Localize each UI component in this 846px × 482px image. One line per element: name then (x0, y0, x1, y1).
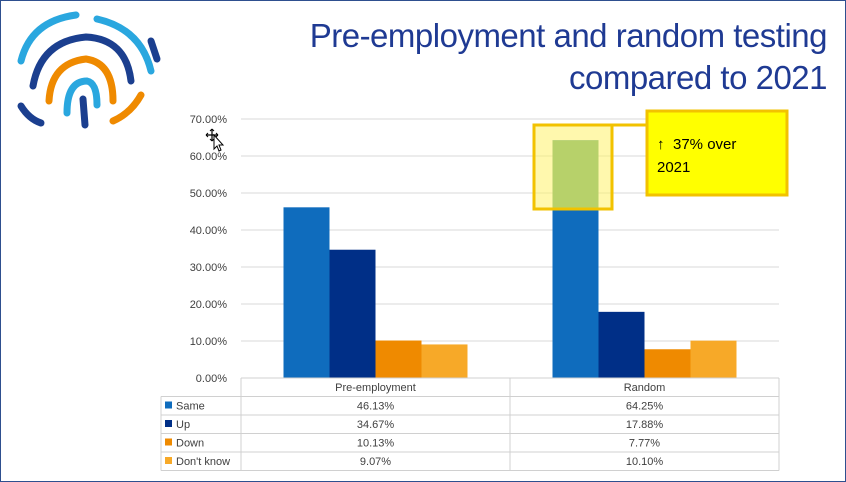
callout-line-2: 2021 (657, 159, 690, 176)
legend-key (165, 420, 172, 427)
bar-up-pre-employment (329, 249, 376, 378)
y-tick-label: 50.00% (190, 188, 228, 200)
logo-arc (17, 11, 80, 65)
logo-arc (147, 37, 161, 63)
y-tick-label: 40.00% (190, 225, 228, 237)
bar-down-random (644, 349, 691, 378)
bar-up-random (598, 311, 645, 378)
y-tick-label: 70.00% (190, 114, 228, 126)
legend-key (165, 401, 172, 409)
logo-arc (109, 91, 145, 125)
table-value: 10.13% (357, 438, 395, 450)
legend-label: Down (176, 438, 204, 450)
logo-arc (93, 15, 155, 75)
y-tick-label: 60.00% (190, 151, 228, 163)
table-value: 9.07% (360, 456, 391, 468)
data-table: Pre-employment Random Same 46.13% 64.25% Up 34… (160, 377, 780, 471)
title-line-1: Pre-employment and random testing (309, 17, 828, 54)
callout-line-1: 37% over (673, 136, 736, 153)
bar-same-pre-employment (283, 207, 330, 378)
logo-arc (45, 55, 117, 105)
logo-arc (63, 77, 101, 117)
table-value: 7.77% (629, 438, 660, 450)
bar-don-t-know-random (690, 340, 737, 378)
title-line-2: compared to 2021 (568, 59, 828, 96)
category-label: Pre-employment (335, 382, 416, 394)
slide-title: Pre-employment and random testing compar… (267, 15, 828, 99)
table-value: 34.67% (357, 419, 395, 431)
category-label: Random (624, 382, 666, 394)
legend-label: Up (176, 419, 190, 431)
logo-arc (17, 102, 45, 127)
legend-label: Same (176, 401, 205, 413)
table-value: 64.25% (626, 401, 664, 413)
legend-key (165, 438, 172, 446)
logo-arc (79, 95, 89, 129)
callout-arrow: ↑ (657, 136, 665, 153)
y-tick-label: 30.00% (190, 262, 228, 274)
legend-label: Don't know (176, 456, 230, 468)
table-value: 46.13% (357, 401, 395, 413)
highlight-box (532, 123, 614, 211)
table-value: 17.88% (626, 419, 664, 431)
y-tick-label: 0.00% (196, 373, 227, 385)
y-tick-label: 10.00% (190, 336, 228, 348)
y-tick-label: 20.00% (190, 299, 228, 311)
callout-box: ↑ 37% over 2021 (645, 109, 789, 197)
y-axis-ticks: 0.00% 10.00% 20.00% 30.00% 40.00% 50.00% 60.00… (190, 114, 228, 385)
fingerprint-logo (17, 11, 161, 129)
bar-don-t-know-pre-employment (421, 344, 468, 378)
move-cursor-icon (205, 128, 225, 152)
legend-key (165, 457, 172, 464)
bar-down-pre-employment (375, 340, 422, 378)
logo-arc (29, 33, 135, 90)
table-value: 10.10% (626, 456, 664, 468)
